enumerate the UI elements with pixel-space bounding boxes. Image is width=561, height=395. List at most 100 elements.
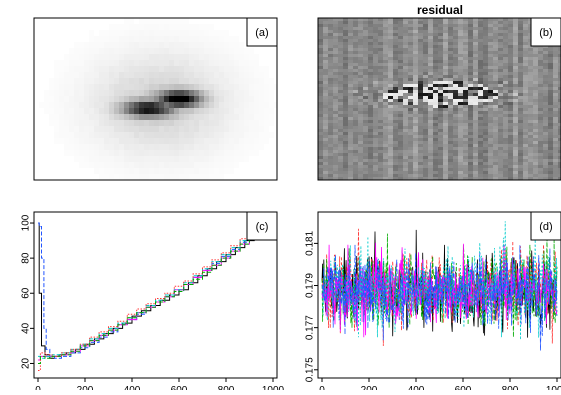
panel-b-pixel (378, 105, 383, 108)
panel-b-pixel (468, 114, 473, 117)
panel-a-pixel (129, 36, 134, 42)
panel-b-pixel (423, 93, 428, 96)
panel-b-pixel (413, 93, 418, 96)
panel-a-pixel (79, 144, 84, 150)
panel-b-pixel (368, 99, 373, 102)
panel-b-pixel (408, 72, 413, 75)
panel-a-pixel (204, 174, 209, 180)
panel-a-pixel (154, 126, 159, 132)
panel-b-pixel (468, 21, 473, 24)
panel-b-pixel (418, 153, 423, 156)
panel-b-pixel (528, 81, 533, 84)
panel-a-pixel (79, 138, 84, 144)
panel-b-pixel (448, 54, 453, 57)
panel-b-pixel (393, 132, 398, 135)
panel-a-pixel (114, 126, 119, 132)
panel-a-pixel (89, 84, 94, 90)
panel-a-pixel (54, 84, 59, 90)
panel-b-pixel (548, 123, 553, 126)
panel-b-pixel (348, 144, 353, 147)
panel-a-pixel (244, 150, 249, 156)
panel-b-pixel (403, 24, 408, 27)
panel-b-pixel (498, 177, 503, 180)
panel-b-pixel (358, 156, 363, 159)
panel-b-pixel (478, 63, 483, 66)
panel-b-pixel (533, 117, 538, 120)
panel-b-pixel (523, 66, 528, 69)
panel-b-pixel (423, 45, 428, 48)
panel-b-pixel (328, 57, 333, 60)
panel-a-pixel (129, 66, 134, 72)
panel-b-pixel (418, 18, 423, 21)
panel-b-pixel (413, 129, 418, 132)
panel-b-pixel (458, 42, 463, 45)
panel-b-pixel (408, 162, 413, 165)
panel-b-pixel (443, 60, 448, 63)
panel-b-pixel (423, 48, 428, 51)
panel-b-pixel (398, 51, 403, 54)
panel-b-pixel (468, 66, 473, 69)
panel-a-pixel (169, 30, 174, 36)
panel-a-pixel (94, 144, 99, 150)
panel-b-pixel (523, 75, 528, 78)
panel-a-pixel (104, 66, 109, 72)
panel-b-pixel (338, 93, 343, 96)
panel-b-pixel (443, 129, 448, 132)
panel-b-pixel (408, 159, 413, 162)
panel-a-pixel (179, 96, 184, 102)
panel-b-pixel (343, 33, 348, 36)
panel-a-pixel (139, 132, 144, 138)
panel-b-pixel (473, 39, 478, 42)
panel-b-pixel (513, 18, 518, 21)
panel-a-pixel (219, 42, 224, 48)
panel-b-pixel (523, 117, 528, 120)
panel-b-pixel (553, 90, 558, 93)
panel-b-pixel (358, 54, 363, 57)
panel-b-pixel (518, 141, 523, 144)
panel-b-pixel (463, 174, 468, 177)
panel-b-pixel (543, 144, 548, 147)
panel-b-pixel (418, 69, 423, 72)
panel-b-pixel (498, 57, 503, 60)
panel-b-pixel (323, 108, 328, 111)
panel-b-pixel (523, 90, 528, 93)
panel-b-pixel (438, 72, 443, 75)
panel-a-pixel (214, 42, 219, 48)
panel-b-pixel (488, 123, 493, 126)
panel-b-pixel (538, 174, 543, 177)
panel-a-pixel (114, 114, 119, 120)
panel-a-pixel (249, 90, 254, 96)
panel-a-pixel (249, 78, 254, 84)
panel-b-pixel (318, 153, 323, 156)
panel-b-pixel (453, 135, 458, 138)
panel-b-pixel (318, 69, 323, 72)
panel-b-pixel (398, 87, 403, 90)
panel-b-pixel (548, 96, 553, 99)
panel-b-pixel (408, 57, 413, 60)
panel-b-pixel (488, 21, 493, 24)
panel-a-pixel (144, 162, 149, 168)
panel-b-pixel (363, 54, 368, 57)
panel-b-pixel (378, 159, 383, 162)
panel-b-pixel (518, 84, 523, 87)
panel-b-pixel (473, 99, 478, 102)
panel-a-pixel (169, 162, 174, 168)
panel-b-pixel (348, 24, 353, 27)
panel-b-pixel (523, 120, 528, 123)
panel-b-pixel (353, 63, 358, 66)
panel-b-pixel (483, 138, 488, 141)
panel-b-pixel (428, 105, 433, 108)
panel-b-pixel (533, 159, 538, 162)
panel-a-pixel (204, 42, 209, 48)
panel-b-pixel (428, 90, 433, 93)
panel-a-pixel (244, 120, 249, 126)
panel-b-pixel (483, 102, 488, 105)
panel-a-pixel (124, 60, 129, 66)
panel-b-pixel (423, 177, 428, 180)
panel-b-pixel (458, 168, 463, 171)
panel-b-pixel (363, 105, 368, 108)
panel-a-pixel (219, 36, 224, 42)
panel-a-pixel (234, 54, 239, 60)
panel-b-pixel (553, 156, 558, 159)
panel-b-pixel (518, 51, 523, 54)
